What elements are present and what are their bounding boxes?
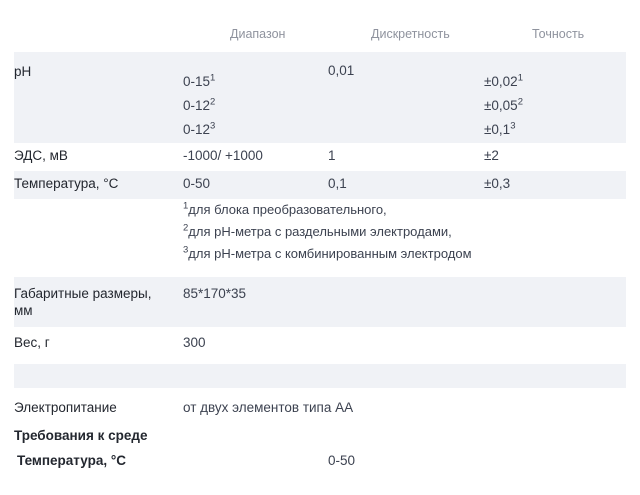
row-resolution-temperature: 0,1 — [328, 176, 347, 191]
ph-range-1-footnote-marker: 1 — [210, 72, 216, 84]
footnote-2-marker: 2 — [183, 222, 189, 234]
footnotes-block: 1для блока преобразовательного, 2для pH-… — [183, 199, 626, 277]
table-row-weight: Вес, г 300 — [14, 327, 626, 364]
environment-temperature-label: Температура, °C — [17, 453, 126, 468]
ph-accuracy-1-footnote-marker: 1 — [517, 72, 523, 84]
row-label-dimensions: Габаритные размеры, мм — [14, 277, 183, 327]
column-header-accuracy-label: Точность — [532, 27, 585, 41]
table-row-footnotes: 1для блока преобразовательного, 2для pH-… — [14, 199, 626, 277]
row-accuracy-ph: ±0,021 ±0,052 ±0,13 — [484, 52, 626, 143]
ph-range-2-value: 0-12 — [183, 98, 211, 113]
ph-range-line-3: 0-123 — [183, 118, 328, 142]
row-accuracy-temperature: ±0,3 — [484, 176, 511, 191]
column-header-resolution: Дискретность — [328, 0, 484, 52]
column-header-parameter — [14, 0, 183, 52]
row-resolution-emf: 1 — [328, 148, 336, 163]
dimensions-label-line-2: мм — [14, 303, 33, 318]
row-label-weight: Вес, г — [14, 335, 50, 350]
table-row-blank — [14, 364, 626, 388]
environment-temperature-row: Температура, °C 0-50 — [14, 445, 626, 471]
ph-accuracy-2-footnote-marker: 2 — [517, 96, 523, 108]
row-range-temperature: 0-50 — [183, 176, 211, 191]
footnote-3: 3для pH-метра с комбинированным электрод… — [183, 243, 626, 265]
ph-range-2-footnote-marker: 2 — [210, 96, 216, 108]
ph-range-line-2: 0-122 — [183, 94, 328, 118]
column-header-range: Диапазон — [183, 0, 328, 52]
environment-temperature-value: 0-50 — [328, 453, 356, 468]
environment-requirements-block: Требования к среде Температура, °C 0-50 — [14, 426, 626, 471]
row-value-power: от двух элементов типа AA — [183, 400, 354, 415]
ph-range-3-footnote-marker: 3 — [210, 120, 216, 132]
row-label-emf: ЭДС, мВ — [14, 148, 68, 163]
row-accuracy-emf: ±2 — [484, 148, 499, 163]
row-value-dimensions: 85*170*35 — [183, 286, 247, 301]
environment-requirements-title: Требования к среде — [14, 428, 148, 443]
footnote-1-text: для блока преобразовательного, — [188, 202, 387, 217]
table-row-power: Электропитание от двух элементов типа AA — [14, 388, 626, 435]
ph-accuracy-3-value: ±0,1 — [484, 122, 511, 137]
footnote-1-marker: 1 — [183, 200, 189, 212]
table-row-dimensions: Габаритные размеры, мм 85*170*35 — [14, 277, 626, 327]
ph-accuracy-3-footnote-marker: 3 — [510, 120, 516, 132]
ph-accuracy-line-3: ±0,13 — [484, 118, 626, 142]
table-row-temperature: Температура, °C 0-50 0,1 ±0,3 — [14, 171, 626, 199]
row-label-blank — [14, 364, 183, 388]
ph-accuracy-2-value: ±0,05 — [484, 98, 518, 113]
row-label-temperature: Температура, °C — [14, 176, 119, 191]
table-row-emf: ЭДС, мВ -1000/ +1000 1 ±2 — [14, 143, 626, 171]
footnote-1: 1для блока преобразовательного, — [183, 199, 626, 221]
ph-range-3-value: 0-12 — [183, 122, 211, 137]
ph-accuracy-line-1: ±0,021 — [484, 70, 626, 94]
column-header-resolution-label: Дискретность — [371, 27, 450, 41]
row-range-ph: 0-151 0-122 0-123 — [183, 52, 328, 143]
dimensions-label-line-1: Габаритные размеры, — [14, 286, 152, 301]
ph-range-1-value: 0-15 — [183, 74, 211, 89]
ph-accuracy-line-2: ±0,052 — [484, 94, 626, 118]
row-value-blank — [183, 364, 626, 388]
row-resolution-ph: 0,01 — [328, 63, 355, 78]
table-header-row: Диапазон Дискретность Точность — [14, 0, 626, 52]
footnote-2: 2для pH-метра с раздельными электродами, — [183, 221, 626, 243]
footnotes-spacer — [14, 199, 183, 277]
column-header-accuracy: Точность — [484, 0, 626, 52]
table-row-ph: pH 0-151 0-122 0-123 0,01 ±0,021 ±0,052 … — [14, 52, 626, 143]
ph-accuracy-1-value: ±0,02 — [484, 74, 518, 89]
specifications-table: Диапазон Дискретность Точность pH 0-151 … — [14, 0, 626, 435]
row-label-ph: pH — [14, 64, 32, 79]
ph-range-line-1: 0-151 — [183, 70, 328, 94]
row-value-weight: 300 — [183, 335, 206, 350]
footnote-3-text: для pH-метра с комбинированным электродо… — [188, 246, 472, 261]
footnote-3-marker: 3 — [183, 244, 189, 256]
footnote-2-text: для pH-метра с раздельными электродами, — [188, 224, 452, 239]
row-range-emf: -1000/ +1000 — [183, 148, 263, 163]
row-label-power: Электропитание — [14, 400, 117, 415]
column-header-range-label: Диапазон — [230, 27, 286, 41]
